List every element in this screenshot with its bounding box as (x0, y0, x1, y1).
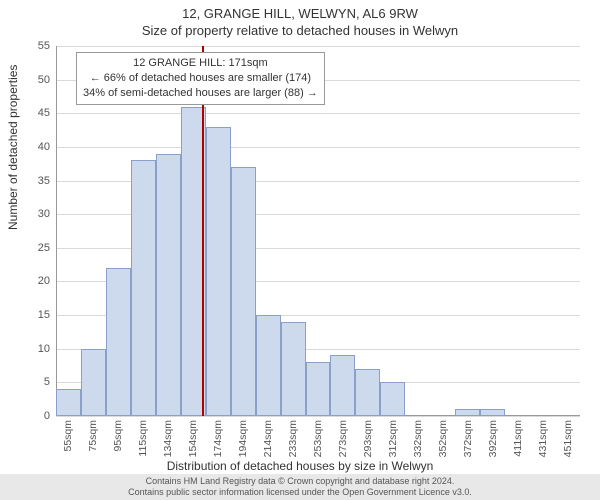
x-tick-label: 233sqm (287, 420, 299, 457)
x-tick-label: 392sqm (487, 420, 499, 457)
annotation-line: 34% of semi-detached houses are larger (… (83, 86, 318, 101)
y-axis-title: Number of detached properties (6, 65, 20, 230)
x-tick-label: 75sqm (87, 420, 99, 452)
histogram-bar (206, 127, 231, 416)
x-tick-label: 95sqm (112, 420, 124, 452)
histogram-bar (455, 409, 480, 416)
x-tick-label: 293sqm (362, 420, 374, 457)
histogram-bar (355, 369, 380, 416)
y-tick-label: 10 (20, 343, 50, 355)
x-tick-label: 115sqm (137, 420, 149, 457)
x-tick-label: 134sqm (162, 420, 174, 457)
x-tick-label: 352sqm (437, 420, 449, 457)
y-tick-label: 5 (20, 376, 50, 388)
y-tick-label: 35 (20, 175, 50, 187)
footer-attribution: Contains HM Land Registry data © Crown c… (0, 474, 600, 500)
histogram-bar (281, 322, 306, 416)
y-tick-label: 55 (20, 40, 50, 52)
annotation-box: 12 GRANGE HILL: 171sqm← 66% of detached … (76, 52, 325, 105)
y-tick-label: 50 (20, 74, 50, 86)
x-tick-label: 451sqm (562, 420, 574, 457)
x-tick-label: 154sqm (187, 420, 199, 457)
gridline-h (56, 416, 580, 417)
chart-title-line1: 12, GRANGE HILL, WELWYN, AL6 9RW (0, 0, 600, 21)
y-tick-label: 30 (20, 208, 50, 220)
y-tick-label: 25 (20, 242, 50, 254)
y-tick-label: 15 (20, 309, 50, 321)
histogram-bar (480, 409, 505, 416)
y-axis-line (56, 46, 57, 416)
x-axis-title: Distribution of detached houses by size … (0, 459, 600, 473)
histogram-bar (330, 355, 355, 416)
x-tick-label: 312sqm (387, 420, 399, 457)
gridline-h (56, 46, 580, 47)
x-tick-label: 253sqm (312, 420, 324, 457)
x-tick-label: 332sqm (412, 420, 424, 457)
histogram-bar (256, 315, 281, 416)
footer-line1: Contains HM Land Registry data © Crown c… (4, 476, 596, 487)
footer-line2: Contains public sector information licen… (4, 487, 596, 498)
histogram-bar (81, 349, 106, 416)
histogram-bar (56, 389, 81, 416)
gridline-h (56, 147, 580, 148)
gridline-h (56, 113, 580, 114)
y-tick-label: 20 (20, 275, 50, 287)
y-tick-label: 40 (20, 141, 50, 153)
chart-title-line2: Size of property relative to detached ho… (0, 21, 600, 42)
x-tick-label: 174sqm (212, 420, 224, 457)
annotation-line: ← 66% of detached houses are smaller (17… (83, 71, 318, 86)
chart-plot-area: 051015202530354045505555sqm75sqm95sqm115… (56, 46, 580, 416)
histogram-bar (306, 362, 331, 416)
histogram-bar (106, 268, 131, 416)
x-tick-label: 273sqm (337, 420, 349, 457)
histogram-bar (380, 382, 405, 416)
histogram-bar (231, 167, 256, 416)
x-tick-label: 214sqm (262, 420, 274, 457)
annotation-line: 12 GRANGE HILL: 171sqm (83, 56, 318, 71)
x-tick-label: 372sqm (462, 420, 474, 457)
y-tick-label: 45 (20, 107, 50, 119)
histogram-bar (131, 160, 156, 416)
histogram-bar (156, 154, 181, 416)
x-tick-label: 431sqm (537, 420, 549, 457)
y-tick-label: 0 (20, 410, 50, 422)
x-tick-label: 411sqm (512, 420, 524, 457)
x-tick-label: 194sqm (237, 420, 249, 457)
x-tick-label: 55sqm (62, 420, 74, 452)
